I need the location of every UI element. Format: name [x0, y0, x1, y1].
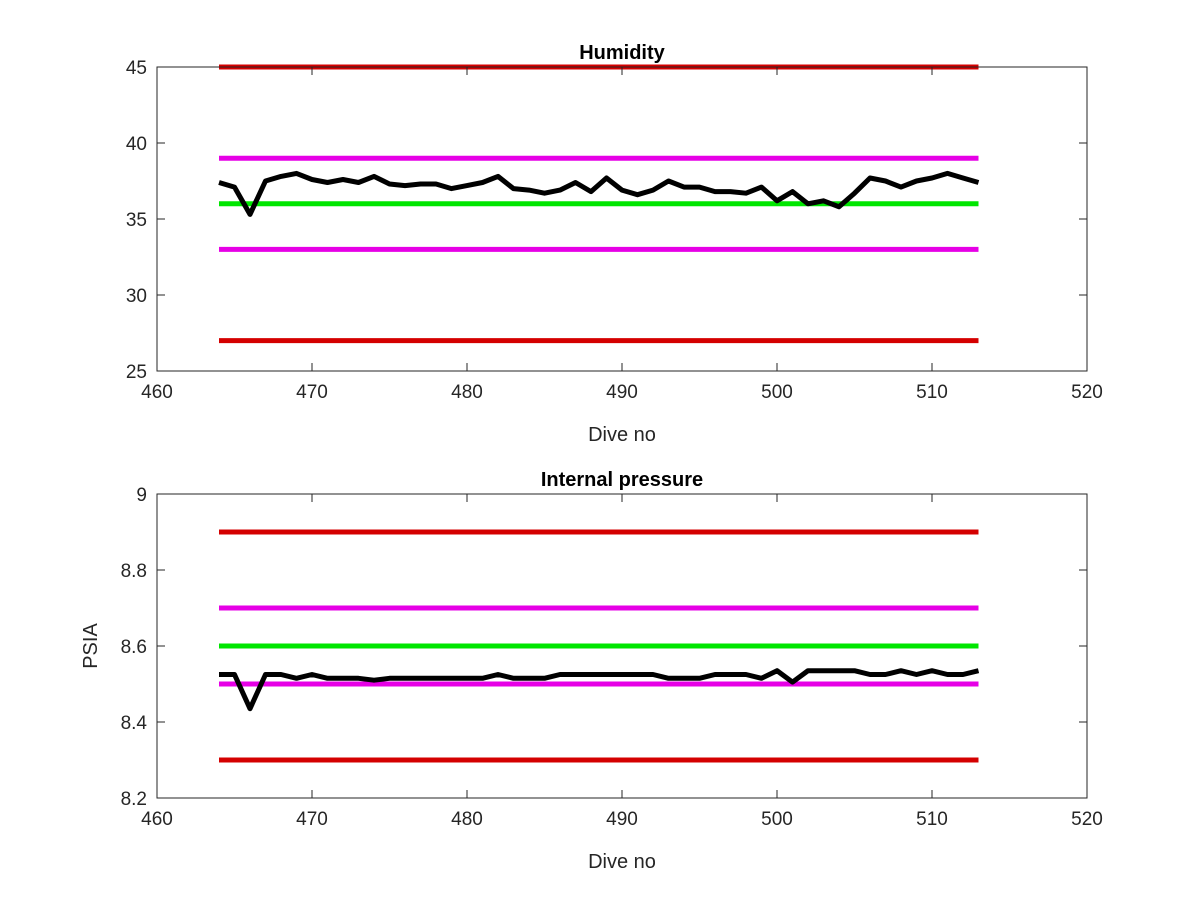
pressure-ticks: 460 470 480 490 500 510 520 8.2 8.4 8.6 8.8 9	[121, 485, 1103, 830]
pressure-y-tick-label: 8.2	[121, 789, 147, 810]
pressure-title: Internal pressure	[541, 469, 703, 491]
humidity-data-series-0	[218, 170, 980, 217]
humidity-subplot: 460 470 480 490 500 510 520 25 30 35 40 45 Humidity…	[126, 42, 1103, 446]
humidity-y-tick-label: 35	[126, 210, 147, 231]
humidity-title: Humidity	[579, 42, 665, 64]
pressure-y-axis-label: PSIA	[80, 623, 102, 669]
pressure-x-tick-label: 500	[761, 809, 793, 830]
humidity-x-tick-label: 490	[606, 382, 638, 403]
humidity-plot-area	[157, 67, 1087, 371]
humidity-y-tick-label: 40	[126, 134, 147, 155]
pressure-x-tick-label: 490	[606, 809, 638, 830]
humidity-x-tick-label: 500	[761, 382, 793, 403]
humidity-x-tick-label: 480	[451, 382, 483, 403]
pressure-x-tick-label: 460	[141, 809, 173, 830]
pressure-lines	[219, 529, 980, 763]
humidity-x-tick-label: 510	[916, 382, 948, 403]
humidity-x-tick-label: 470	[296, 382, 328, 403]
pressure-y-tick-label: 9	[136, 485, 147, 506]
pressure-x-tick-label: 520	[1071, 809, 1103, 830]
humidity-y-tick-label: 30	[126, 286, 147, 307]
humidity-x-tick-label: 460	[141, 382, 173, 403]
humidity-x-axis-label: Dive no	[588, 424, 656, 446]
humidity-y-tick-label: 45	[126, 58, 147, 79]
internal-pressure-subplot: 460 470 480 490 500 510 520 8.2 8.4 8.6 8.8 9 Inter…	[80, 469, 1103, 873]
pressure-data-series-0	[219, 668, 980, 712]
pressure-x-tick-label: 510	[916, 809, 948, 830]
pressure-x-tick-label: 470	[296, 809, 328, 830]
humidity-y-tick-label: 25	[126, 362, 147, 383]
pressure-y-tick-label: 8.8	[121, 561, 147, 582]
pressure-y-tick-label: 8.4	[121, 713, 148, 734]
pressure-x-tick-label: 480	[451, 809, 483, 830]
humidity-ticks: 460 470 480 490 500 510 520 25 30 35 40 45	[126, 58, 1103, 403]
pressure-x-axis-label: Dive no	[588, 851, 656, 873]
humidity-x-tick-label: 520	[1071, 382, 1103, 403]
pressure-y-tick-label: 8.6	[121, 637, 147, 658]
